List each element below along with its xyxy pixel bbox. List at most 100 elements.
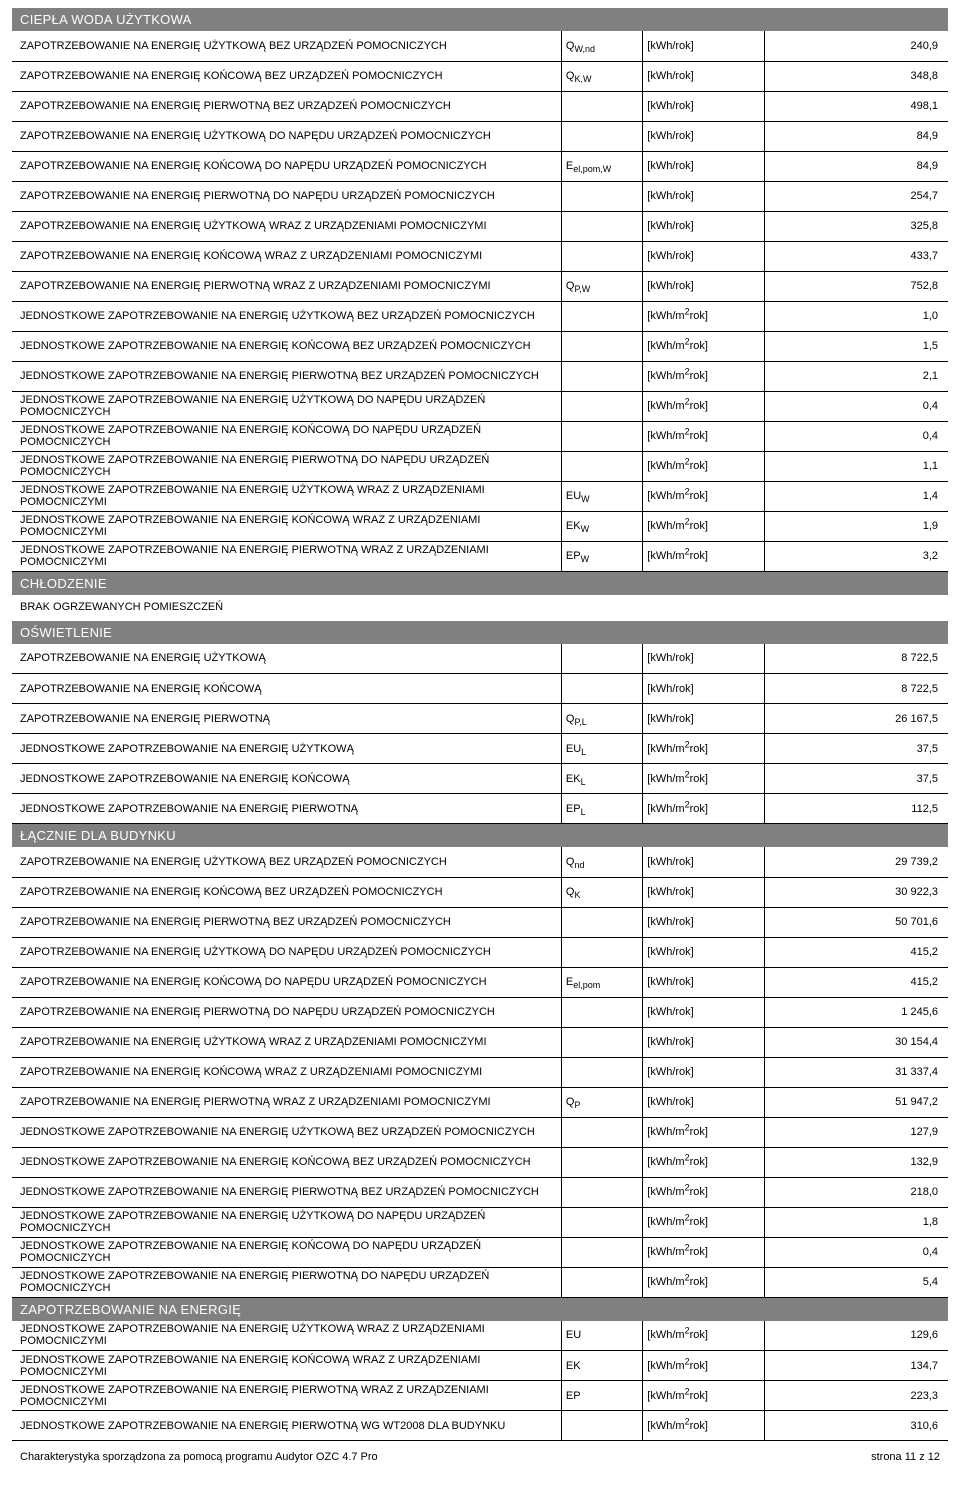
table-row: ZAPOTRZEBOWANIE NA ENERGIĘ KOŃCOWĄ BEZ U… [12,61,948,91]
row-symbol: QP,L [561,704,642,734]
row-label: ZAPOTRZEBOWANIE NA ENERGIĘ KOŃCOWĄ BEZ U… [12,61,561,91]
row-label: JEDNOSTKOWE ZAPOTRZEBOWANIE NA ENERGIĘ K… [12,1237,561,1267]
row-symbol: QP,W [561,271,642,301]
row-unit: [kWh/m2rok] [643,1381,765,1411]
row-unit: [kWh/m2rok] [643,1411,765,1441]
row-label: JEDNOSTKOWE ZAPOTRZEBOWANIE NA ENERGIĘ K… [12,331,561,361]
row-symbol [561,1057,642,1087]
row-label: JEDNOSTKOWE ZAPOTRZEBOWANIE NA ENERGIĘ P… [12,1381,561,1411]
row-symbol [561,331,642,361]
row-label: ZAPOTRZEBOWANIE NA ENERGIĘ KOŃCOWĄ DO NA… [12,151,561,181]
row-label: JEDNOSTKOWE ZAPOTRZEBOWANIE NA ENERGIĘ U… [12,1117,561,1147]
row-label: JEDNOSTKOWE ZAPOTRZEBOWANIE NA ENERGIĘ K… [12,764,561,794]
row-value: 310,6 [765,1411,948,1441]
row-label: JEDNOSTKOWE ZAPOTRZEBOWANIE NA ENERGIĘ U… [12,391,561,421]
row-symbol [561,1147,642,1177]
row-symbol [561,451,642,481]
data-table: ZAPOTRZEBOWANIE NA ENERGIĘ UŻYTKOWĄ BEZ … [12,847,948,1298]
row-unit: [kWh/m2rok] [643,331,765,361]
row-unit: [kWh/rok] [643,181,765,211]
table-row: ZAPOTRZEBOWANIE NA ENERGIĘ KOŃCOWĄ DO NA… [12,967,948,997]
row-symbol [561,211,642,241]
row-label: JEDNOSTKOWE ZAPOTRZEBOWANIE NA ENERGIĘ P… [12,794,561,824]
row-label: ZAPOTRZEBOWANIE NA ENERGIĘ KOŃCOWĄ DO NA… [12,967,561,997]
row-value: 498,1 [765,91,948,121]
row-value: 752,8 [765,271,948,301]
table-row: JEDNOSTKOWE ZAPOTRZEBOWANIE NA ENERGIĘ P… [12,1381,948,1411]
row-unit: [kWh/rok] [643,1027,765,1057]
table-row: ZAPOTRZEBOWANIE NA ENERGIĘ UŻYTKOWĄ BEZ … [12,847,948,877]
row-value: 5,4 [765,1267,948,1297]
row-value: 31 337,4 [765,1057,948,1087]
row-unit: [kWh/m2rok] [643,1267,765,1297]
row-value: 348,8 [765,61,948,91]
row-unit: [kWh/m2rok] [643,1207,765,1237]
row-value: 134,7 [765,1351,948,1381]
table-row: JEDNOSTKOWE ZAPOTRZEBOWANIE NA ENERGIĘ K… [12,511,948,541]
row-unit: [kWh/rok] [643,644,765,674]
row-label: ZAPOTRZEBOWANIE NA ENERGIĘ PIERWOTNĄ BEZ… [12,91,561,121]
row-unit: [kWh/m2rok] [643,1177,765,1207]
table-row: ZAPOTRZEBOWANIE NA ENERGIĘ KOŃCOWĄ DO NA… [12,151,948,181]
row-value: 29 739,2 [765,847,948,877]
table-row: JEDNOSTKOWE ZAPOTRZEBOWANIE NA ENERGIĘ K… [12,1147,948,1177]
row-label: ZAPOTRZEBOWANIE NA ENERGIĘ UŻYTKOWĄ [12,644,561,674]
row-label: ZAPOTRZEBOWANIE NA ENERGIĘ PIERWOTNĄ WRA… [12,271,561,301]
row-unit: [kWh/rok] [643,1087,765,1117]
table-row: JEDNOSTKOWE ZAPOTRZEBOWANIE NA ENERGIĘ P… [12,361,948,391]
footer-right: strona 11 z 12 [871,1451,940,1463]
table-row: JEDNOSTKOWE ZAPOTRZEBOWANIE NA ENERGIĘ P… [12,451,948,481]
document-root: CIEPŁA WODA UŻYTKOWAZAPOTRZEBOWANIE NA E… [12,8,948,1463]
row-unit: [kWh/rok] [643,937,765,967]
row-unit: [kWh/m2rok] [643,1117,765,1147]
row-value: 433,7 [765,241,948,271]
footer-left: Charakterystyka sporządzona za pomocą pr… [20,1451,378,1463]
row-symbol [561,937,642,967]
row-value: 415,2 [765,937,948,967]
row-symbol: EUL [561,734,642,764]
table-row: JEDNOSTKOWE ZAPOTRZEBOWANIE NA ENERGIĘ P… [12,541,948,571]
row-label: JEDNOSTKOWE ZAPOTRZEBOWANIE NA ENERGIĘ P… [12,1177,561,1207]
table-row: JEDNOSTKOWE ZAPOTRZEBOWANIE NA ENERGIĘ P… [12,1177,948,1207]
table-row: ZAPOTRZEBOWANIE NA ENERGIĘ KOŃCOWĄ[kWh/r… [12,674,948,704]
section-note: BRAK OGRZEWANYCH POMIESZCZEŃ [12,595,948,621]
row-value: 223,3 [765,1381,948,1411]
row-unit: [kWh/m2rok] [643,734,765,764]
table-row: ZAPOTRZEBOWANIE NA ENERGIĘ KOŃCOWĄ BEZ U… [12,877,948,907]
page-footer: Charakterystyka sporządzona za pomocą pr… [12,1441,948,1463]
row-label: JEDNOSTKOWE ZAPOTRZEBOWANIE NA ENERGIĘ K… [12,511,561,541]
table-row: JEDNOSTKOWE ZAPOTRZEBOWANIE NA ENERGIĘ P… [12,1267,948,1297]
row-symbol: QP [561,1087,642,1117]
row-unit: [kWh/m2rok] [643,1147,765,1177]
table-row: ZAPOTRZEBOWANIE NA ENERGIĘ KOŃCOWĄ WRAZ … [12,241,948,271]
row-unit: [kWh/rok] [643,241,765,271]
row-value: 2,1 [765,361,948,391]
row-label: ZAPOTRZEBOWANIE NA ENERGIĘ UŻYTKOWĄ WRAZ… [12,211,561,241]
table-row: JEDNOSTKOWE ZAPOTRZEBOWANIE NA ENERGIĘ P… [12,794,948,824]
table-row: JEDNOSTKOWE ZAPOTRZEBOWANIE NA ENERGIĘ K… [12,331,948,361]
row-symbol: Eel,pom [561,967,642,997]
row-value: 26 167,5 [765,704,948,734]
table-row: JEDNOSTKOWE ZAPOTRZEBOWANIE NA ENERGIĘ K… [12,1237,948,1267]
table-row: JEDNOSTKOWE ZAPOTRZEBOWANIE NA ENERGIĘ U… [12,481,948,511]
row-symbol [561,121,642,151]
row-label: JEDNOSTKOWE ZAPOTRZEBOWANIE NA ENERGIĘ U… [12,301,561,331]
row-label: JEDNOSTKOWE ZAPOTRZEBOWANIE NA ENERGIĘ U… [12,1321,561,1351]
row-symbol [561,1177,642,1207]
table-row: ZAPOTRZEBOWANIE NA ENERGIĘ PIERWOTNĄ BEZ… [12,907,948,937]
row-unit: [kWh/m2rok] [643,1321,765,1351]
row-unit: [kWh/rok] [643,61,765,91]
table-row: ZAPOTRZEBOWANIE NA ENERGIĘ PIERWOTNĄ BEZ… [12,91,948,121]
section-header: CIEPŁA WODA UŻYTKOWA [12,8,948,31]
row-value: 127,9 [765,1117,948,1147]
table-row: ZAPOTRZEBOWANIE NA ENERGIĘ PIERWOTNĄ WRA… [12,271,948,301]
row-symbol: EKW [561,511,642,541]
row-label: ZAPOTRZEBOWANIE NA ENERGIĘ UŻYTKOWĄ BEZ … [12,31,561,61]
section-header: ZAPOTRZEBOWANIE NA ENERGIĘ [12,1298,948,1321]
row-symbol: QK,W [561,61,642,91]
row-value: 50 701,6 [765,907,948,937]
row-symbol: EPL [561,794,642,824]
row-label: JEDNOSTKOWE ZAPOTRZEBOWANIE NA ENERGIĘ P… [12,361,561,391]
row-unit: [kWh/rok] [643,674,765,704]
table-row: ZAPOTRZEBOWANIE NA ENERGIĘ PIERWOTNĄ DO … [12,181,948,211]
